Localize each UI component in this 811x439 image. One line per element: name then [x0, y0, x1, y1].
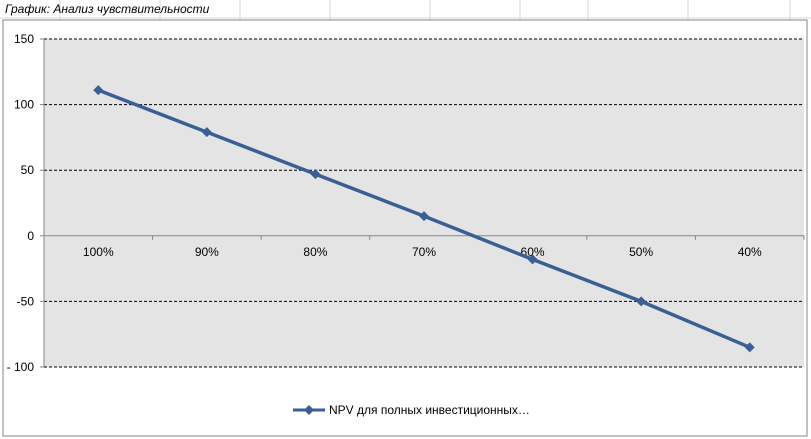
- spreadsheet-grid: [0, 0, 811, 20]
- x-tick-label: 90%: [195, 245, 219, 259]
- x-tick-label: 100%: [83, 245, 114, 259]
- y-tick-label: - 100: [7, 360, 35, 374]
- gridlines: [44, 38, 804, 368]
- x-tick-label: 40%: [738, 245, 762, 259]
- y-tick-label: 100: [14, 98, 34, 112]
- x-tick-label: 80%: [303, 245, 327, 259]
- y-tick-label: 150: [14, 32, 34, 46]
- data-point[interactable]: [744, 342, 755, 353]
- x-tick-label: 70%: [412, 245, 436, 259]
- sheet-title: График: Анализ чувствительности: [5, 2, 210, 16]
- y-tick-label: -50: [17, 294, 35, 308]
- series-npv[interactable]: [93, 85, 755, 353]
- y-tick-label: 0: [27, 229, 34, 243]
- y-axis-tick-labels: - 100 -50 0 50 100 150: [7, 32, 35, 374]
- data-point[interactable]: [636, 296, 647, 307]
- y-tick-label: 50: [21, 163, 35, 177]
- plot-area[interactable]: [44, 39, 804, 367]
- x-axis-tick-labels: 100% 90% 80% 70% 60% 50% 40%: [83, 245, 762, 259]
- data-point[interactable]: [527, 254, 538, 265]
- data-point[interactable]: [310, 169, 321, 180]
- data-point[interactable]: [93, 85, 104, 96]
- data-point[interactable]: [419, 211, 429, 222]
- legend-label: NPV для полных инвестиционных…: [329, 403, 530, 417]
- axes: [40, 38, 805, 368]
- x-tick-label: 50%: [629, 245, 653, 259]
- legend[interactable]: NPV для полных инвестиционных…: [293, 403, 530, 417]
- legend-swatch-marker: [304, 405, 314, 415]
- data-point[interactable]: [201, 127, 212, 138]
